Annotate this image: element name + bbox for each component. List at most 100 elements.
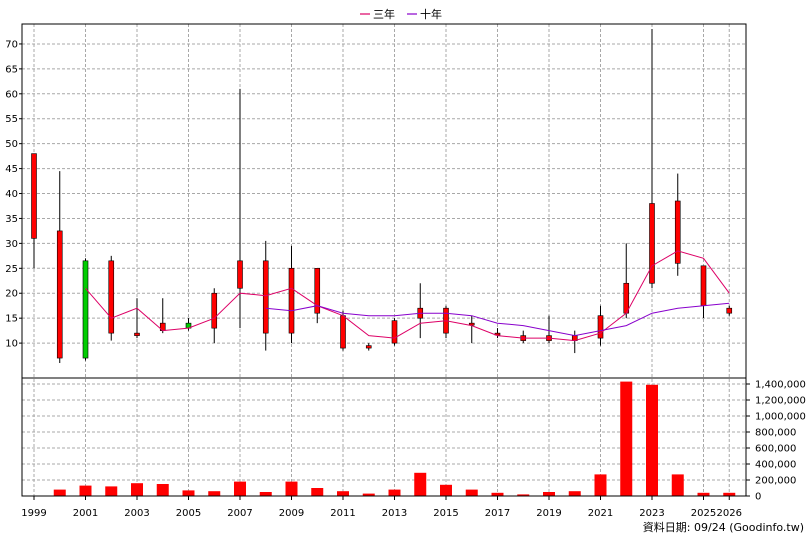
candle-body	[391, 320, 398, 344]
candle-body	[597, 315, 604, 339]
volume-tick-label: 400,000	[755, 460, 796, 471]
volume-bars	[53, 381, 736, 496]
price-axis-ticks: 10 15 20 25 30 35 40 45 50 55 60 65 70	[5, 39, 22, 350]
volume-tick-label: 200,000	[755, 476, 796, 487]
price-tick-label: 10	[5, 339, 18, 350]
volume-tick-label: 0	[755, 492, 761, 503]
volume-bar	[311, 488, 324, 496]
candle-body	[288, 268, 295, 334]
volume-bar	[182, 490, 195, 496]
chart-frames	[21, 23, 747, 497]
candlesticks	[31, 28, 733, 364]
candle-body	[314, 268, 321, 314]
year-tick-label: 2007	[227, 508, 252, 519]
price-tick-label: 65	[5, 64, 18, 75]
price-tick-label: 20	[5, 289, 18, 300]
volume-bar	[440, 484, 452, 496]
volume-bar	[337, 491, 349, 496]
volume-bar	[53, 489, 66, 496]
year-tick-label: 2017	[485, 508, 510, 519]
volume-tick-label: 1,400,000	[755, 380, 806, 391]
year-tick-label: 2009	[279, 508, 304, 519]
candle-body	[134, 332, 140, 336]
year-tick-label: 2025	[691, 508, 716, 519]
footer-note: 資料日期: 09/24 (Goodinfo.tw)	[643, 520, 804, 534]
year-tick-label: 2005	[176, 508, 201, 519]
moving-average-lines	[85, 250, 730, 342]
price-tick-label: 30	[5, 239, 18, 250]
year-tick-label: 2019	[536, 508, 561, 519]
price-tick-label: 40	[5, 189, 18, 200]
volume-bar	[234, 481, 246, 496]
volume-bar	[723, 492, 736, 496]
price-tick-label: 60	[5, 89, 18, 100]
year-tick-label: 2003	[124, 508, 149, 519]
volume-bar	[620, 381, 633, 496]
volume-bar	[285, 481, 298, 496]
candle-body	[700, 265, 707, 307]
candle-body	[726, 307, 733, 314]
volume-bar	[517, 494, 530, 496]
price-tick-label: 70	[5, 39, 18, 50]
volume-bar	[568, 491, 581, 496]
volume-tick-label: 600,000	[755, 444, 796, 455]
series-line-2	[265, 302, 730, 337]
year-tick-label: 2001	[73, 508, 98, 519]
candle-body	[340, 315, 346, 349]
candle-body	[31, 153, 37, 239]
legend-label: 十年	[420, 7, 442, 21]
price-tick-label: 55	[5, 114, 18, 125]
price-tick-label: 50	[5, 139, 18, 150]
series-line-1	[85, 250, 730, 342]
volume-bar	[259, 492, 272, 496]
candle-body	[674, 200, 681, 264]
price-tick-label: 35	[5, 214, 18, 225]
volume-bar	[79, 485, 92, 496]
year-tick-label: 2011	[330, 508, 355, 519]
volume-bar	[671, 474, 684, 496]
volume-bar	[491, 492, 504, 496]
volume-panel-frame	[21, 377, 747, 497]
volume-bar	[543, 492, 555, 496]
volume-tick-label: 1,000,000	[755, 412, 806, 423]
price-tick-label: 15	[5, 314, 18, 325]
volume-bar	[362, 493, 375, 496]
volume-axis-ticks: 0 200,000 400,000 600,000 800,000 1,000,000 1,…	[746, 380, 806, 503]
year-axis-ticks: 1999 2001 2003 2005 2007 2009 2011 2013 2015 2017…	[21, 496, 742, 519]
volume-bar	[646, 384, 658, 496]
candle-body	[56, 230, 63, 359]
volume-bar	[105, 486, 118, 496]
price-tick-label: 45	[5, 164, 18, 175]
price-tick-label: 25	[5, 264, 18, 275]
legend: 三年 十年	[360, 7, 442, 21]
candle-body	[649, 203, 655, 284]
year-tick-label: 1999	[21, 508, 46, 519]
candle-body	[211, 292, 218, 329]
volume-bar	[465, 489, 478, 496]
candle-body	[237, 260, 243, 289]
year-tick-label: 2026	[717, 508, 742, 519]
year-tick-label: 2013	[382, 508, 407, 519]
volume-bar	[208, 491, 221, 496]
candle-body	[262, 260, 269, 334]
candle-body	[108, 260, 115, 334]
candle-body	[365, 345, 372, 349]
volume-bar	[697, 492, 710, 496]
volume-tick-label: 800,000	[755, 428, 796, 439]
volume-bar	[414, 472, 427, 496]
volume-tick-label: 1,200,000	[755, 396, 806, 407]
candle-body	[82, 260, 89, 359]
candle-body	[623, 282, 630, 314]
volume-bar	[594, 474, 607, 496]
price-panel-frame	[21, 23, 747, 379]
volume-bar	[131, 483, 143, 496]
grid-lines	[22, 24, 746, 497]
legend-label: 三年	[373, 7, 395, 21]
year-tick-label: 2015	[433, 508, 458, 519]
year-tick-label: 2023	[639, 508, 664, 519]
volume-bar	[388, 489, 401, 496]
year-tick-label: 2021	[588, 508, 613, 519]
volume-bar	[156, 484, 169, 496]
